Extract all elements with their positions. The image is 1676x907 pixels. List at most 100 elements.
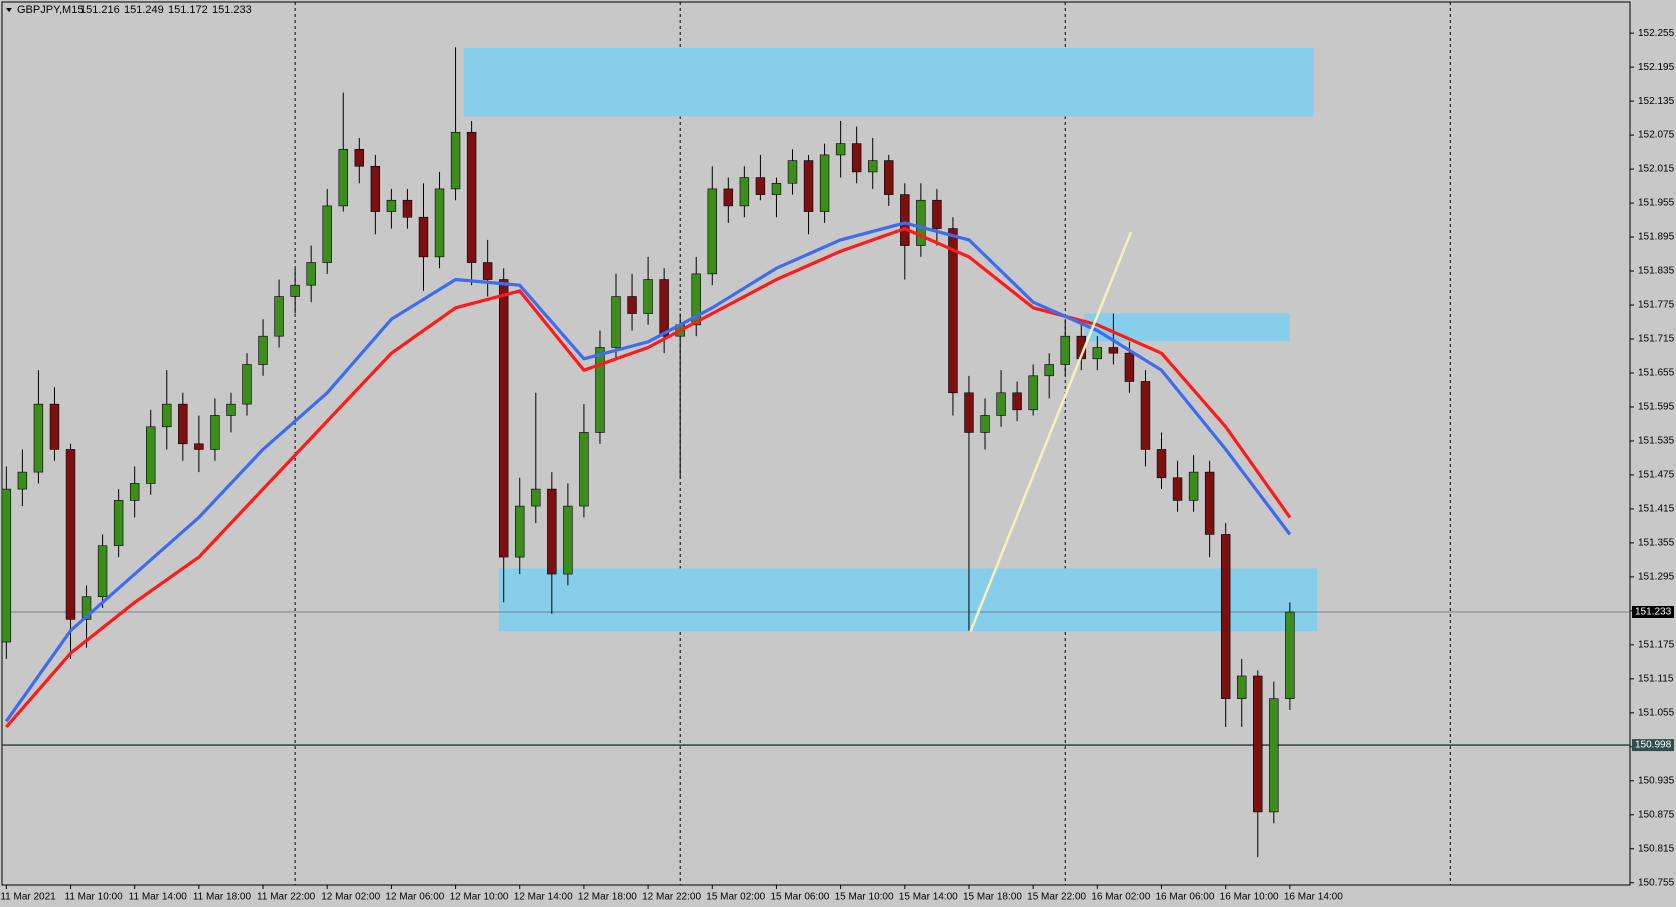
candle-body: [1092, 347, 1103, 360]
x-tick-label: 15 Mar 14:00: [899, 892, 958, 903]
candle-body: [33, 403, 44, 473]
candle-body: [611, 296, 621, 348]
candle-body: [49, 403, 60, 450]
y-tick-label: 150.815: [1638, 843, 1675, 854]
x-tick-label: 11 Mar 10:00: [65, 892, 124, 903]
candle-body: [1253, 675, 1263, 813]
candle-body: [338, 148, 348, 207]
y-tick-label: 150.755: [1638, 877, 1675, 888]
candle-body: [466, 131, 477, 263]
y-tick-label: 151.595: [1638, 402, 1675, 413]
candle-body: [498, 279, 509, 558]
candle-body: [226, 403, 236, 416]
x-tick-label: 12 Mar 18:00: [578, 892, 637, 903]
candle-body: [964, 392, 974, 433]
y-tick-label: 151.475: [1638, 470, 1675, 481]
candle-body: [258, 335, 268, 365]
y-tick-label: 151.835: [1638, 266, 1675, 277]
candle-body: [868, 160, 878, 173]
x-tick-label: 15 Mar 22:00: [1027, 892, 1086, 903]
candle-body: [418, 216, 429, 258]
candle-body: [482, 262, 493, 280]
candle-body: [643, 279, 653, 314]
y-tick-label: 151.295: [1638, 572, 1675, 583]
candle-body: [595, 347, 605, 433]
candle-body: [900, 194, 910, 246]
candle-body: [450, 131, 461, 190]
candle-body: [948, 228, 958, 394]
candle-body: [563, 505, 573, 575]
y-tick-label: 152.015: [1638, 164, 1675, 175]
y-tick-label: 151.175: [1638, 639, 1675, 650]
candle-body: [1269, 698, 1279, 813]
candle-body: [819, 154, 830, 212]
candle-body: [1060, 335, 1070, 365]
y-tick-label: 151.115: [1638, 673, 1674, 684]
candle-body: [1237, 675, 1247, 699]
zone: [1084, 313, 1290, 342]
y-tick-label: 151.355: [1638, 538, 1675, 549]
candle-body: [146, 426, 156, 484]
candle-body: [1285, 611, 1295, 699]
candle-body: [884, 160, 894, 195]
y-tick-label: 151.535: [1638, 436, 1675, 447]
candle-body: [322, 205, 332, 263]
y-tick-label: 150.875: [1638, 809, 1675, 820]
x-tick-label: 11 Mar 14:00: [129, 892, 188, 903]
candle-body: [1044, 364, 1054, 377]
price-box-label: 150.998: [1635, 740, 1672, 751]
candle-body: [1188, 471, 1199, 501]
candle-body: [290, 284, 300, 297]
candle-body: [386, 199, 397, 212]
candle-body: [803, 160, 814, 212]
x-tick-label: 15 Mar 18:00: [963, 892, 1022, 903]
candle-body: [547, 488, 557, 575]
candle-body: [515, 505, 525, 558]
trend-line: [969, 231, 1133, 632]
y-tick-label: 150.935: [1638, 775, 1675, 786]
candle-body: [1124, 352, 1135, 382]
plot-area: [1, 1, 1631, 886]
candle-body: [723, 188, 734, 207]
candle-body: [1220, 534, 1231, 699]
x-tick-label: 16 Mar 10:00: [1220, 892, 1279, 903]
y-tick-label: 151.055: [1638, 707, 1675, 718]
y-tick-label: 151.775: [1638, 300, 1675, 311]
candle-body: [194, 443, 204, 450]
candle-body: [306, 262, 316, 286]
price-box: [1632, 739, 1674, 752]
candle-body: [932, 199, 942, 229]
candle-body: [1012, 392, 1022, 411]
x-tick-label: 12 Mar 14:00: [514, 892, 573, 903]
candle-body: [1028, 375, 1038, 411]
x-tick-label: 12 Mar 02:00: [321, 892, 380, 903]
x-tick-label: 11 Mar 18:00: [193, 892, 252, 903]
zone: [498, 568, 1318, 632]
candle-body: [1156, 449, 1167, 479]
ohlc-value: 151.249: [124, 4, 164, 16]
candle-body: [242, 364, 252, 405]
price-box-label: 151.233: [1635, 607, 1672, 618]
candle-body: [787, 160, 798, 184]
candle-body: [1172, 477, 1183, 501]
candle-body: [1, 488, 12, 643]
candle-body: [1140, 381, 1151, 450]
x-tick-label: 16 Mar 06:00: [1156, 892, 1215, 903]
candle-body: [739, 177, 750, 207]
x-tick-label: 12 Mar 22:00: [642, 892, 701, 903]
candle-body: [579, 432, 589, 507]
y-tick-label: 152.075: [1638, 130, 1675, 141]
candle-body: [835, 143, 846, 156]
y-tick-label: 152.195: [1638, 62, 1675, 73]
candle-body: [210, 415, 220, 450]
ohlc-value: 151.233: [212, 4, 252, 16]
symbol: GBPJPY,M15: [17, 4, 83, 16]
y-tick-label: 151.895: [1638, 232, 1675, 243]
candle-body: [755, 177, 766, 195]
y-tick-label: 151.655: [1638, 368, 1675, 379]
candle-body: [402, 199, 413, 218]
ohlc-header: 151.216 151.249 151.172 151.233: [80, 4, 252, 16]
candle-body: [129, 483, 140, 501]
x-tick-label: 11 Mar 2021: [0, 892, 56, 903]
